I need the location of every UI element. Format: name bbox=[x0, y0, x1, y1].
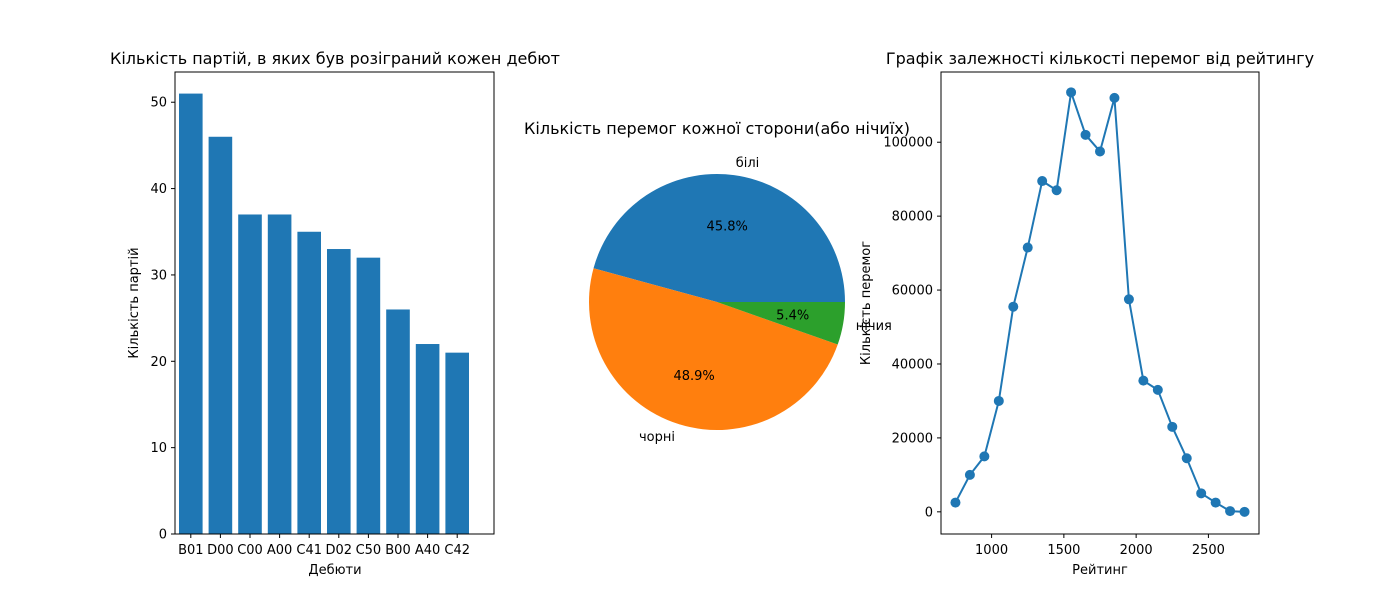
pie-slice-1 bbox=[589, 268, 838, 431]
pie-slice-0 bbox=[593, 174, 845, 302]
bar-chart-title: Кількість партій, в яких був розіграний … bbox=[110, 49, 560, 68]
line-point bbox=[1109, 92, 1120, 103]
bar-C42 bbox=[445, 352, 469, 534]
line-chart: Графік залежності кількості перемог від … bbox=[859, 49, 1314, 578]
pie-slice-2 bbox=[717, 302, 845, 345]
bar-y-tick-label: 0 bbox=[159, 528, 167, 543]
line-point bbox=[979, 451, 990, 462]
line-x-tick-label: 2500 bbox=[1192, 543, 1225, 558]
line-point bbox=[1138, 375, 1149, 386]
line-x-tick-label: 1000 bbox=[975, 543, 1008, 558]
bar-C50 bbox=[356, 257, 381, 534]
bar-x-tick-label: D00 bbox=[207, 543, 234, 558]
line-point bbox=[1167, 421, 1178, 432]
pie-pct-label: 48.9% bbox=[673, 369, 714, 384]
bar-A40 bbox=[415, 344, 440, 534]
line-point bbox=[950, 497, 961, 508]
bar-B01 bbox=[179, 93, 203, 535]
bar-x-tick-label: B01 bbox=[178, 543, 203, 558]
bar-x-tick-label: A00 bbox=[267, 543, 292, 558]
pie-slice-label: білі bbox=[736, 156, 760, 171]
bar-A00 bbox=[267, 214, 292, 535]
bar-y-ticks: 0 10 20 30 40 50 bbox=[150, 96, 175, 543]
line-y-tick-label: 0 bbox=[925, 505, 933, 520]
line-point bbox=[1022, 242, 1033, 253]
line-point bbox=[1152, 384, 1163, 395]
bar-y-tick-label: 10 bbox=[150, 441, 167, 456]
pie-slice-label: нічия bbox=[856, 319, 892, 334]
line-y-tick-label: 60000 bbox=[892, 284, 933, 299]
line-point bbox=[1239, 506, 1250, 517]
bar-y-tick-label: 20 bbox=[150, 355, 167, 370]
bar-x-ticks: B01 D00 C00 A00 C41 D02 C50 B00 A40 C42 bbox=[178, 534, 470, 558]
line-marks bbox=[950, 87, 1250, 517]
bar-x-tick-label: C50 bbox=[356, 543, 382, 558]
line-y-ticks: 0 20000 40000 60000 80000 100000 bbox=[883, 136, 941, 520]
line-point bbox=[1095, 146, 1105, 157]
bar-chart-xlabel: Дебюти bbox=[308, 563, 361, 578]
pie-chart: Кількість перемог кожної сторони(або ніч… bbox=[524, 119, 910, 445]
bar-marks bbox=[179, 93, 469, 535]
bar-x-tick-label: D02 bbox=[326, 543, 353, 558]
line-point bbox=[1066, 87, 1077, 98]
pie-slice-label: чорні bbox=[639, 430, 675, 445]
line-chart-ylabel: Кількість перемог bbox=[859, 241, 874, 365]
bar-x-tick-label: C00 bbox=[237, 543, 263, 558]
line-y-tick-label: 100000 bbox=[883, 136, 933, 151]
bar-y-tick-label: 50 bbox=[150, 96, 167, 111]
bar-chart-frame bbox=[174, 71, 495, 535]
line-x-ticks: 1000 1500 2000 2500 bbox=[975, 534, 1225, 558]
line-point bbox=[1210, 497, 1221, 508]
bar-y-tick-label: 30 bbox=[150, 268, 167, 283]
bar-x-tick-label: C42 bbox=[444, 543, 470, 558]
line-chart-title: Графік залежності кількості перемог від … bbox=[886, 49, 1314, 68]
line-x-tick-label: 1500 bbox=[1047, 543, 1080, 558]
line-point bbox=[993, 395, 1004, 406]
line-chart-xlabel: Рейтинг bbox=[1072, 563, 1128, 578]
line-point bbox=[1196, 488, 1207, 499]
bar-C41 bbox=[297, 231, 321, 534]
bar-B00 bbox=[386, 309, 410, 534]
line-point bbox=[964, 469, 975, 480]
line-point bbox=[1051, 185, 1062, 196]
line-y-tick-label: 80000 bbox=[892, 210, 933, 225]
line-y-tick-label: 20000 bbox=[892, 431, 933, 446]
line-point bbox=[1181, 453, 1192, 464]
line-point bbox=[1008, 301, 1019, 312]
bar-D00 bbox=[208, 136, 233, 534]
line-chart-frame bbox=[940, 71, 1260, 535]
bar-chart: Кількість партій, в яких був розіграний … bbox=[110, 49, 560, 578]
bar-x-tick-label: C41 bbox=[296, 543, 322, 558]
bar-D02 bbox=[327, 249, 351, 535]
line-x-tick-label: 2000 bbox=[1120, 543, 1153, 558]
bar-x-tick-label: B00 bbox=[385, 543, 410, 558]
line-point bbox=[1225, 506, 1236, 517]
pie-chart-title: Кількість перемог кожної сторони(або ніч… bbox=[524, 119, 910, 138]
pie-pct-label: 5.4% bbox=[776, 308, 809, 323]
bar-y-tick-label: 40 bbox=[150, 182, 167, 197]
line-point bbox=[1123, 294, 1134, 305]
bar-x-tick-label: A40 bbox=[415, 543, 440, 558]
line-point bbox=[1080, 129, 1091, 140]
pie-pct-label: 45.8% bbox=[707, 219, 748, 234]
line-y-tick-label: 40000 bbox=[892, 357, 933, 372]
bar-chart-ylabel: Кількість партій bbox=[127, 247, 142, 358]
line-point bbox=[1037, 176, 1048, 187]
pie-marks: 45.8% білі 48.9% чорні 5.4% нічия bbox=[589, 156, 892, 445]
bar-C00 bbox=[238, 214, 262, 535]
